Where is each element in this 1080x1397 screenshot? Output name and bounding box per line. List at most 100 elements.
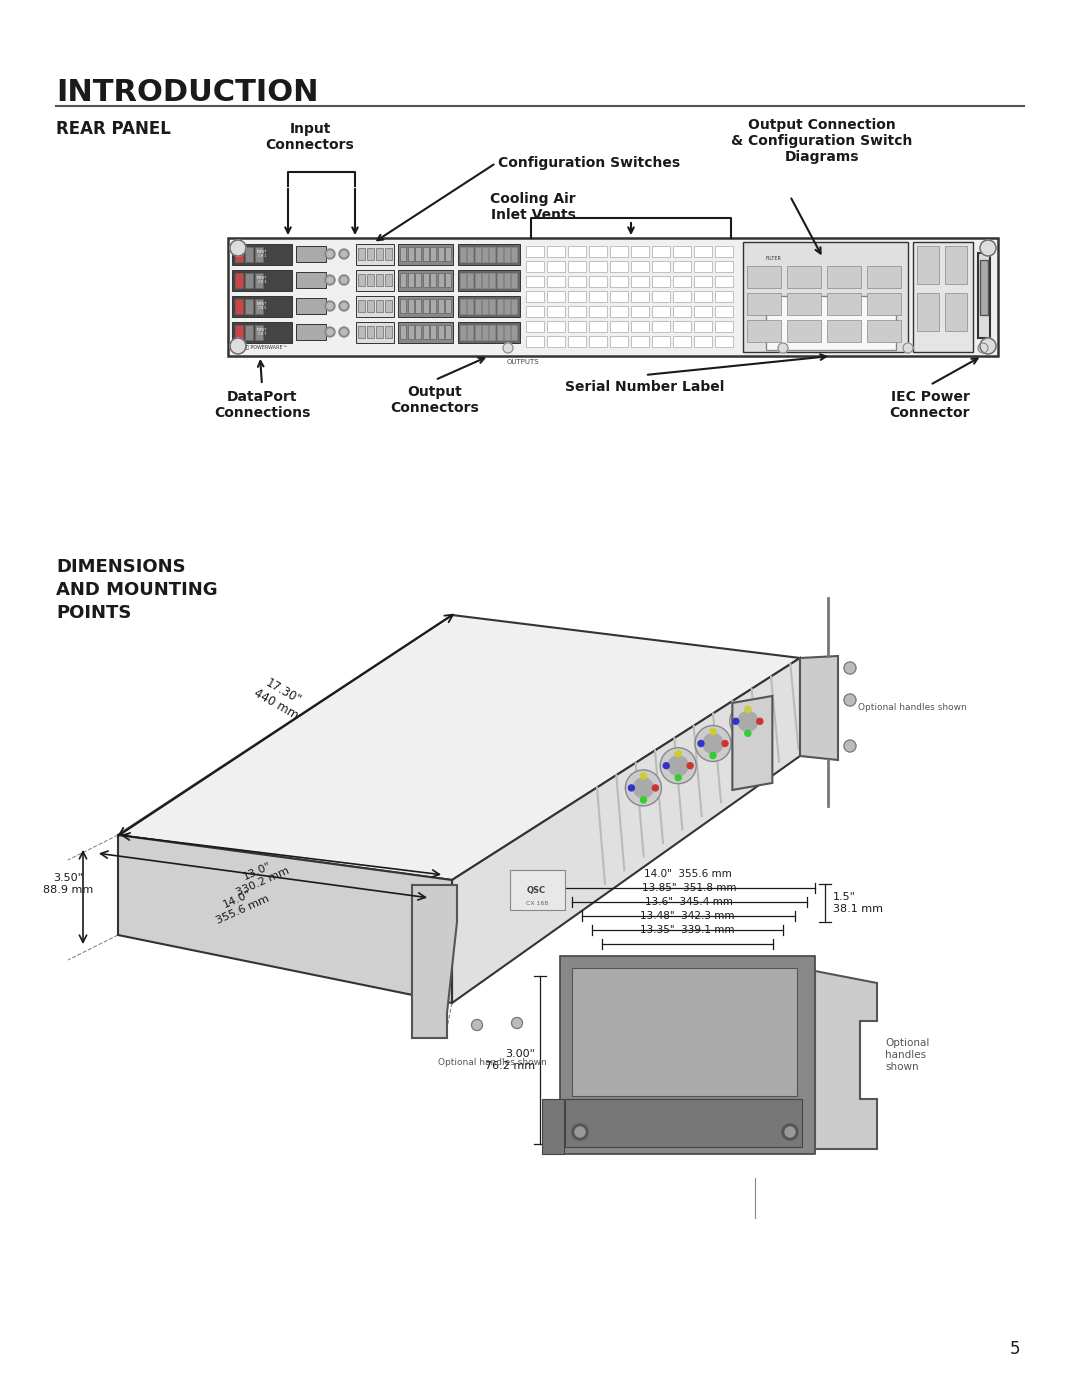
Bar bbox=[503, 247, 510, 263]
Bar bbox=[715, 321, 733, 332]
Bar bbox=[497, 326, 502, 339]
Bar bbox=[568, 337, 586, 346]
Bar bbox=[652, 246, 670, 257]
Circle shape bbox=[652, 785, 659, 791]
Text: 13.85"  351.8 mm: 13.85" 351.8 mm bbox=[643, 883, 737, 893]
Bar bbox=[474, 299, 481, 314]
Text: Ⓟ POWERWARE™: Ⓟ POWERWARE™ bbox=[246, 345, 287, 351]
Bar bbox=[445, 247, 451, 261]
Text: Optional
handles
shown: Optional handles shown bbox=[885, 1038, 930, 1071]
Bar bbox=[400, 299, 406, 313]
Polygon shape bbox=[118, 835, 453, 1003]
Bar bbox=[867, 293, 901, 314]
Bar bbox=[422, 299, 429, 313]
Bar bbox=[747, 320, 781, 342]
Bar bbox=[546, 291, 565, 302]
Bar bbox=[445, 272, 451, 286]
Bar bbox=[482, 272, 488, 288]
Bar bbox=[489, 272, 496, 288]
Bar bbox=[489, 247, 496, 263]
Bar bbox=[460, 326, 465, 339]
Circle shape bbox=[980, 240, 996, 256]
Circle shape bbox=[843, 740, 856, 752]
Bar bbox=[568, 246, 586, 257]
Circle shape bbox=[341, 303, 347, 309]
Bar bbox=[232, 270, 292, 291]
Bar bbox=[694, 261, 712, 272]
Circle shape bbox=[640, 773, 647, 780]
Text: Serial Number Label: Serial Number Label bbox=[565, 380, 725, 394]
Bar bbox=[356, 321, 394, 344]
Bar bbox=[589, 277, 607, 286]
Bar bbox=[468, 326, 473, 339]
Circle shape bbox=[633, 778, 653, 798]
Bar bbox=[510, 870, 565, 909]
Bar bbox=[437, 247, 444, 261]
Text: FILTER: FILTER bbox=[765, 256, 781, 260]
Circle shape bbox=[733, 718, 739, 724]
Bar bbox=[715, 261, 733, 272]
Bar bbox=[546, 321, 565, 332]
Circle shape bbox=[341, 277, 347, 284]
Bar bbox=[384, 274, 392, 286]
Bar bbox=[568, 321, 586, 332]
Bar bbox=[610, 306, 627, 317]
Bar bbox=[694, 306, 712, 317]
Bar bbox=[917, 246, 939, 284]
Text: 14.0"  355.6 mm: 14.0" 355.6 mm bbox=[644, 869, 731, 879]
Circle shape bbox=[843, 662, 856, 673]
Bar bbox=[415, 326, 421, 339]
Bar bbox=[589, 321, 607, 332]
Polygon shape bbox=[411, 886, 457, 1038]
Circle shape bbox=[341, 251, 347, 257]
Bar bbox=[407, 272, 414, 286]
Circle shape bbox=[785, 1127, 795, 1137]
Bar bbox=[766, 296, 896, 351]
Bar bbox=[631, 306, 649, 317]
Text: AND MOUNTING: AND MOUNTING bbox=[56, 581, 218, 599]
Bar bbox=[399, 270, 453, 291]
Polygon shape bbox=[800, 657, 838, 760]
Bar bbox=[589, 291, 607, 302]
Bar bbox=[376, 326, 383, 338]
Bar bbox=[367, 274, 374, 286]
Circle shape bbox=[339, 300, 349, 312]
Bar bbox=[546, 277, 565, 286]
Bar bbox=[568, 261, 586, 272]
Bar bbox=[376, 274, 383, 286]
Bar bbox=[235, 326, 243, 339]
Bar bbox=[827, 320, 861, 342]
Bar bbox=[631, 261, 649, 272]
Circle shape bbox=[745, 731, 751, 736]
Bar bbox=[694, 337, 712, 346]
Bar bbox=[430, 247, 436, 261]
Text: INTRODUCTION: INTRODUCTION bbox=[56, 78, 319, 108]
Bar bbox=[787, 293, 821, 314]
Bar bbox=[917, 293, 939, 331]
Bar bbox=[546, 306, 565, 317]
Bar bbox=[945, 293, 967, 331]
Circle shape bbox=[745, 707, 751, 712]
Bar bbox=[422, 326, 429, 339]
Circle shape bbox=[625, 770, 661, 806]
Bar bbox=[415, 247, 421, 261]
Bar bbox=[357, 274, 365, 286]
Bar bbox=[232, 296, 292, 317]
Text: INPUT
CH 1: INPUT CH 1 bbox=[257, 250, 267, 258]
Bar bbox=[673, 306, 691, 317]
Bar bbox=[526, 291, 544, 302]
Bar bbox=[376, 300, 383, 312]
Text: INPUT
CH 7: INPUT CH 7 bbox=[257, 328, 267, 337]
Bar bbox=[245, 326, 253, 339]
Text: Optional handles shown: Optional handles shown bbox=[437, 1058, 546, 1067]
Circle shape bbox=[629, 785, 634, 791]
Bar bbox=[631, 246, 649, 257]
Bar bbox=[867, 265, 901, 288]
Circle shape bbox=[696, 725, 731, 761]
Bar bbox=[631, 321, 649, 332]
Bar bbox=[978, 253, 990, 338]
Text: DataPort
Connections: DataPort Connections bbox=[214, 390, 310, 420]
Circle shape bbox=[325, 275, 335, 285]
Circle shape bbox=[339, 275, 349, 285]
Bar bbox=[245, 299, 253, 314]
